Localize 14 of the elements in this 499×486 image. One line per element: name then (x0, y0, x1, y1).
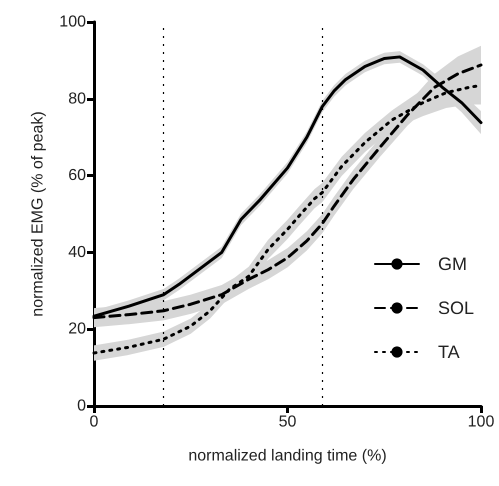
y-tick-label: 40 (68, 244, 86, 261)
y-axis-title: normalized EMG (% of peak) (30, 111, 46, 317)
y-tick-label: 60 (68, 167, 86, 184)
x-tick-label: 100 (468, 414, 494, 430)
legend-label: GM (438, 254, 467, 274)
y-tick-label: 100 (59, 14, 86, 30)
x-tick-label: 0 (90, 414, 99, 430)
legend-label: SOL (438, 298, 474, 318)
y-tick-label: 80 (68, 90, 86, 108)
x-tick-label: 50 (278, 414, 296, 430)
y-tick-label: 0 (77, 398, 86, 414)
x-axis-title: normalized landing time (%) (188, 448, 387, 464)
legend-label: TA (438, 342, 460, 362)
y-tick-label: 20 (68, 320, 86, 338)
